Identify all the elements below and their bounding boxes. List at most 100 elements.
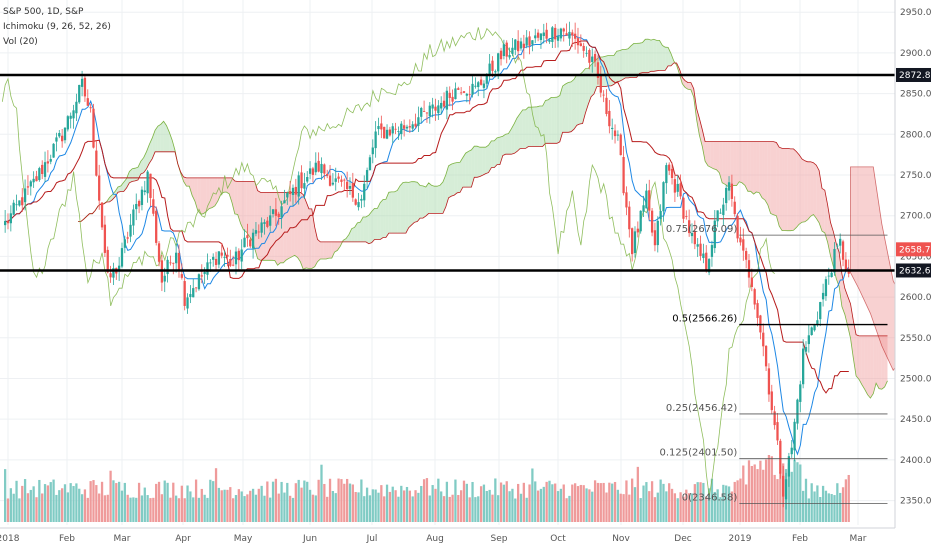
candle-body: [431, 104, 434, 109]
candle-body: [9, 213, 12, 224]
cloud-segment: [839, 252, 842, 307]
volume-bar: [220, 490, 223, 522]
cloud-segment: [548, 97, 552, 144]
volume-bar: [112, 480, 115, 522]
candle-body: [688, 220, 691, 234]
candle-body: [517, 40, 520, 52]
cloud-segment: [414, 181, 418, 223]
candle-body: [670, 168, 674, 178]
candle-body: [251, 232, 255, 249]
cloud-segment: [804, 160, 808, 222]
candle-body: [137, 200, 141, 207]
price-marker-label: 2658.70: [899, 245, 932, 255]
volume-bar: [137, 482, 141, 522]
volume-bar: [514, 498, 517, 522]
volume-bar: [445, 481, 449, 522]
candle-body: [676, 183, 679, 192]
volume-bar: [157, 481, 161, 522]
candle-body: [568, 31, 571, 39]
candle-body: [311, 168, 315, 175]
cloud-segment: [688, 82, 691, 90]
candle-body: [294, 186, 297, 195]
candle-body: [787, 456, 791, 477]
cloud-segment: [722, 141, 726, 185]
volume-bar: [802, 490, 805, 522]
candle-body: [109, 273, 112, 278]
candle-body: [175, 252, 178, 264]
candle-body: [166, 259, 169, 275]
volume-bar: [753, 464, 756, 522]
candle-body: [696, 244, 699, 247]
volume-bar: [35, 497, 38, 522]
volume-bar: [519, 493, 523, 522]
candle-body: [206, 262, 209, 275]
legend-volume[interactable]: Vol (20): [3, 37, 38, 47]
cloud-segment: [360, 216, 364, 242]
volume-bar: [528, 484, 531, 522]
candle-body: [394, 128, 397, 130]
volume-bar: [200, 488, 203, 522]
cloud-segment: [636, 43, 640, 78]
cloud-segment: [593, 58, 597, 94]
volume-bar: [437, 478, 440, 522]
candle-body: [682, 197, 685, 219]
cloud-segment: [431, 185, 435, 214]
cloud-segment: [388, 191, 392, 234]
volume-bar: [300, 487, 303, 522]
candle-body: [21, 197, 24, 206]
candle-body: [810, 327, 813, 336]
cloud-segment: [437, 185, 441, 214]
volume-bar: [796, 462, 799, 522]
volume-bar: [277, 493, 280, 522]
cloud-segment: [192, 177, 195, 202]
volume-bar: [568, 495, 571, 522]
candle-body: [725, 187, 728, 204]
cloud-segment: [662, 45, 666, 71]
candle-body: [29, 181, 32, 187]
candle-body: [306, 177, 309, 182]
price-marker-bg: [896, 242, 931, 257]
volume-bar: [394, 490, 397, 522]
volume-bar: [645, 482, 648, 522]
volume-bar: [665, 491, 668, 522]
candle-body: [451, 96, 454, 102]
cloud-segment: [528, 107, 532, 147]
candle-body: [576, 38, 580, 46]
volume-bar: [149, 498, 152, 522]
candle-body: [58, 133, 61, 137]
candle-body: [813, 324, 816, 331]
volume-bar: [351, 484, 354, 522]
volume-bar: [280, 481, 283, 522]
legend-ichimoku[interactable]: Ichimoku (9, 26, 52, 26): [3, 22, 111, 32]
volume-bar: [63, 484, 67, 522]
x-axis-bg: [0, 528, 932, 550]
volume-bar: [197, 497, 201, 522]
candle-body: [169, 262, 172, 264]
volume-bar: [243, 496, 246, 522]
cloud-segment: [166, 125, 170, 152]
volume-bar: [548, 480, 551, 522]
cloud-segment: [505, 133, 509, 155]
candle-body: [591, 56, 594, 62]
candle-body: [485, 75, 488, 84]
candle-body: [556, 36, 560, 41]
cloud-segment: [522, 109, 526, 149]
legend-symbol[interactable]: S&P 500, 1D, S&P: [3, 7, 84, 17]
cloud-segment: [451, 163, 455, 197]
candle-body: [508, 54, 511, 58]
volume-bar: [676, 498, 679, 522]
candle-body: [742, 239, 745, 251]
candle-body: [488, 63, 491, 75]
x-tick-label: 2018: [0, 534, 20, 544]
cloud-segment: [434, 186, 438, 214]
candle-body: [491, 60, 494, 71]
horizontal-lines[interactable]: [0, 73, 895, 272]
candle-body: [163, 275, 166, 282]
fibonacci-levels[interactable]: 0.75(2676.09) 0.5(2566.26) 0.25(2456.42) 0.…: [660, 224, 888, 504]
candle-body: [300, 172, 303, 189]
volume-bar: [422, 479, 426, 522]
candle-body: [616, 134, 620, 136]
cloud-segment: [556, 95, 560, 144]
candle-body: [536, 32, 540, 38]
candle-body: [582, 45, 585, 51]
